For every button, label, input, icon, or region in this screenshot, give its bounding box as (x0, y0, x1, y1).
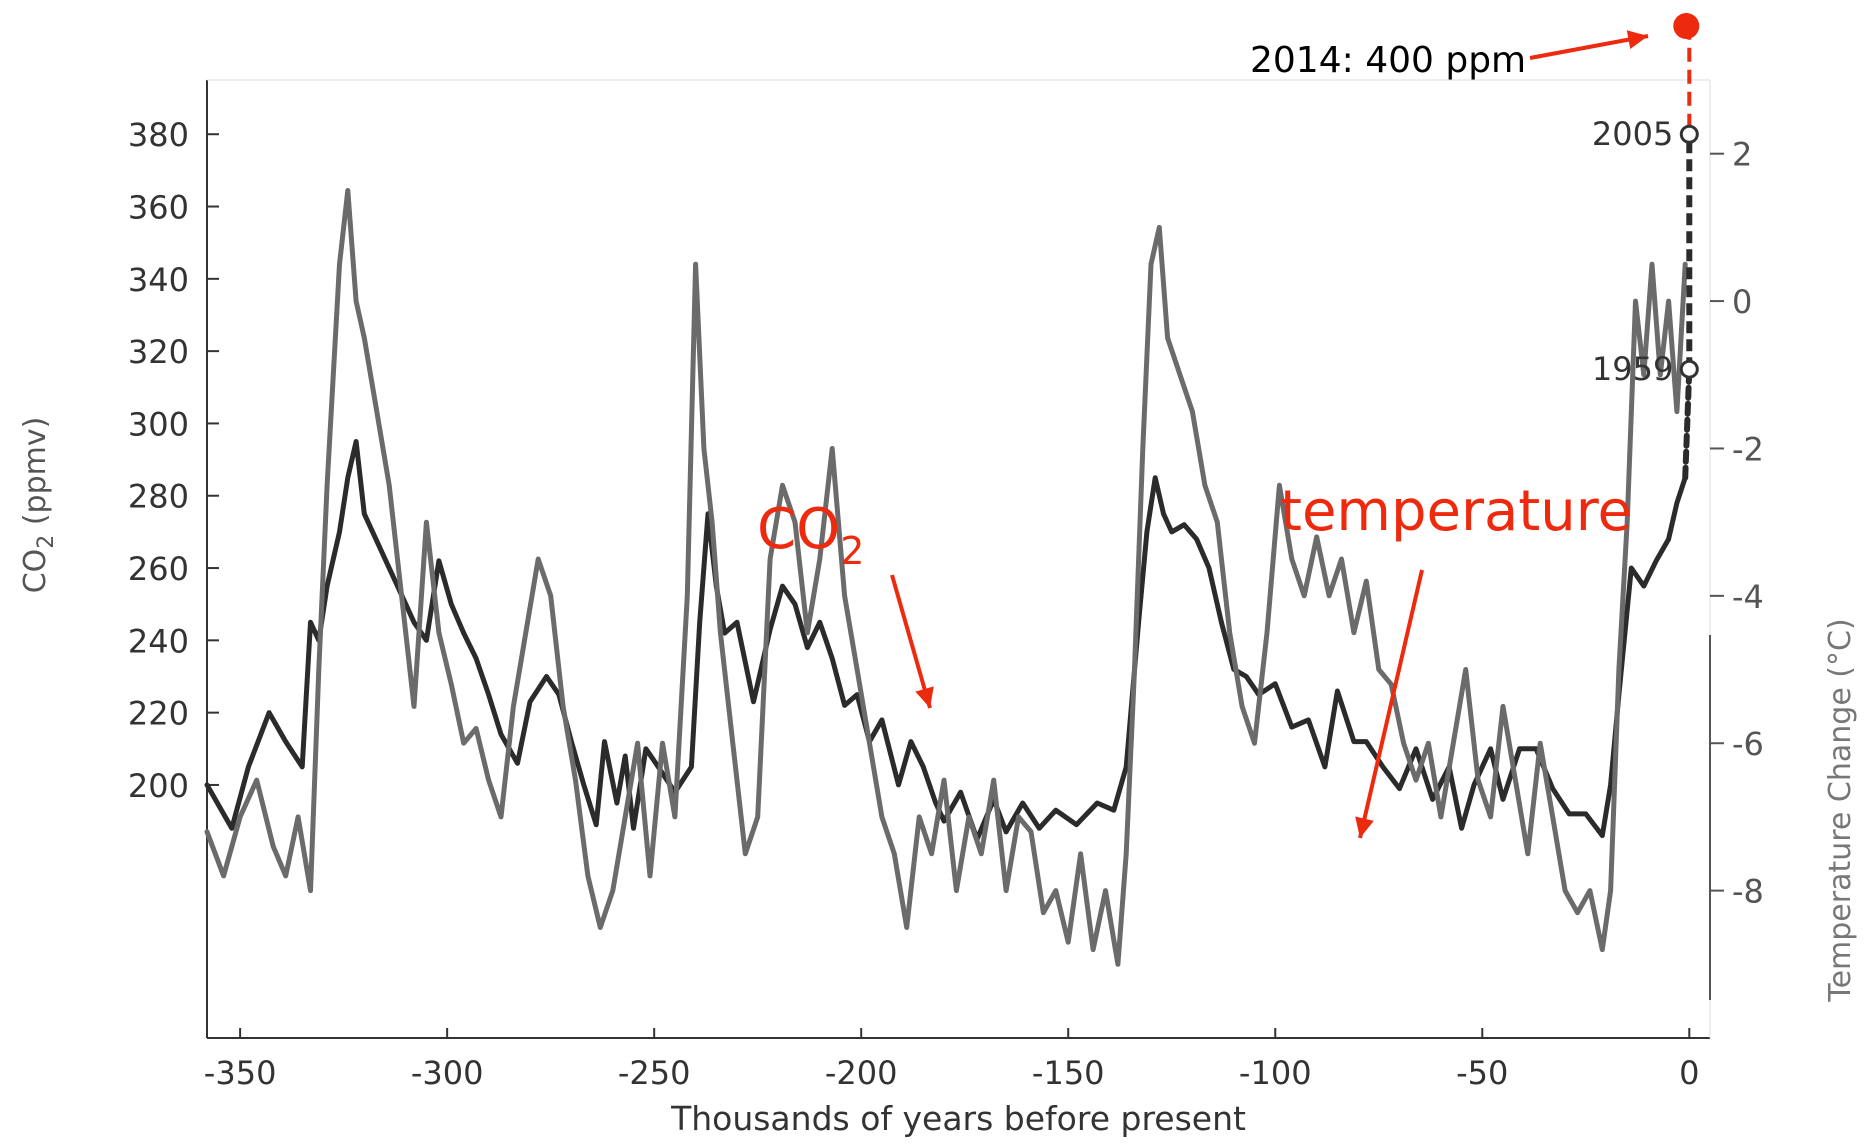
temperature-label: temperature (1280, 479, 1632, 544)
x-tick-label: -200 (825, 1054, 898, 1092)
co2-arrow-shaft (890, 574, 932, 709)
y-left-tick-label: 380 (128, 116, 189, 154)
x-axis-title: Thousands of years before present (670, 1099, 1246, 1138)
x-tick-label: -350 (204, 1054, 277, 1092)
y-right-axis-title: Temperature Change (°C) (1823, 618, 1858, 1002)
y-left-tick-label: 200 (128, 767, 189, 805)
point-2005-label: 2005 (1592, 115, 1673, 153)
y-right-tick-label: -2 (1732, 430, 1764, 468)
point-2005-marker (1679, 124, 1699, 144)
modern-co2-series (1682, 366, 1693, 481)
current-co2-label: 2014: 400 ppm (1250, 40, 1526, 81)
x-tick-label: -100 (1239, 1054, 1312, 1092)
x-tick-label: -150 (1032, 1054, 1105, 1092)
y-left-tick-label: 260 (128, 550, 189, 588)
axes: -350 -300 -250 -200 -150 -100 -50 0200220240260… (18, 79, 1858, 1138)
y-right-tick-label: -4 (1732, 578, 1764, 616)
point-2014-marker (1673, 13, 1700, 39)
x-tick-label: -50 (1456, 1054, 1508, 1092)
current-co2-arrow-shaft (1529, 34, 1649, 60)
y-left-tick-label: 220 (128, 695, 189, 733)
series-layer (204, 25, 1693, 967)
y-left-tick-label: 360 (128, 189, 189, 227)
point-1959-marker (1679, 359, 1699, 379)
co2-arrow-head (915, 686, 934, 708)
y-right-tick-label: -6 (1732, 725, 1764, 763)
co2-label-subscript: 2 (840, 529, 864, 573)
annotation-layer: CO2 temperature 2014: 400 ppm 1959 2005 (757, 13, 1700, 839)
x-tick-label: -250 (618, 1054, 691, 1092)
temperature-series (204, 188, 1688, 967)
y-left-tick-label: 240 (128, 622, 189, 660)
y-right-tick-label: 0 (1732, 283, 1752, 321)
x-tick-label: 0 (1679, 1054, 1699, 1092)
x-tick-label: -300 (411, 1054, 484, 1092)
temperature-arrow-head (1355, 816, 1374, 838)
temperature-arrow-shaft (1358, 569, 1424, 839)
y-left-axis-title: CO2 (ppmv) (18, 417, 59, 594)
y-left-tick-label: 320 (128, 333, 189, 371)
y-left-tick-label: 340 (128, 261, 189, 299)
current-co2-arrow-head (1626, 30, 1648, 50)
y-left-tick-label: 280 (128, 478, 189, 516)
y-left-tick-label: 300 (128, 405, 189, 443)
y-right-tick-label: -8 (1732, 873, 1764, 911)
co2-label: CO2 (757, 497, 864, 573)
point-1959-label: 1959 (1592, 350, 1673, 388)
y-right-tick-label: 2 (1732, 136, 1752, 174)
